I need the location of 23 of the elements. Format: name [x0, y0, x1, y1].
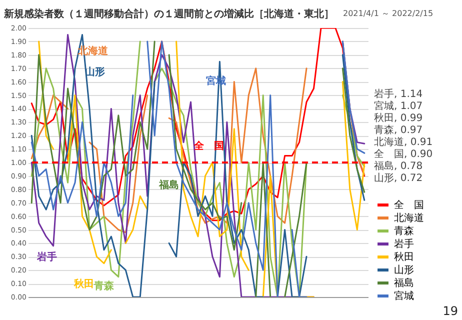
text: 山形, 0.72: [374, 172, 423, 184]
text: 青森, 0.97: [374, 124, 423, 136]
text: 19: [442, 304, 458, 318]
legend-label: 岩手: [394, 238, 414, 250]
annotation: 秋田: [73, 278, 94, 290]
annotation: 青森: [93, 280, 115, 292]
text: 岩手, 1.14: [374, 88, 423, 100]
chart-title: 新規感染者数（１週間移動合計）の１週間前との増減比［北海道・東北］: [3, 8, 334, 20]
text: 福島, 0.78: [374, 160, 423, 172]
legend-label: 北海道: [394, 212, 424, 224]
legend-label: 青森: [394, 225, 414, 237]
legend-label: 山形: [394, 264, 414, 276]
text: 秋田, 0.99: [374, 112, 423, 124]
legend-label: 全 国: [394, 199, 424, 211]
legend-label: 宮城: [394, 290, 414, 302]
text: 全 国, 0.90: [374, 148, 433, 160]
text: 宮城, 1.07: [374, 100, 423, 112]
text: 北海道, 0.91: [374, 136, 433, 148]
legend-label: 秋田: [394, 251, 414, 263]
legend-label: 福島: [394, 277, 414, 289]
annotation: 岩手: [36, 251, 57, 263]
annotation: 福島: [158, 179, 179, 191]
text: 2021/4/1 ～ 2022/2/15: [343, 9, 434, 18]
